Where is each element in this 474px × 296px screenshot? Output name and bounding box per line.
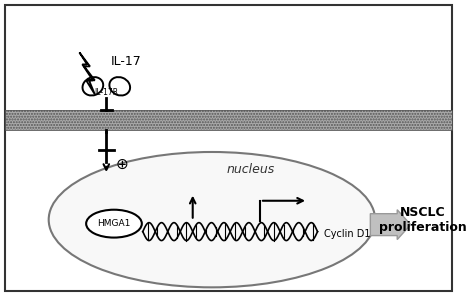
Text: ⊕: ⊕ — [116, 157, 128, 172]
Bar — [5, 110, 452, 130]
Ellipse shape — [49, 152, 375, 287]
Ellipse shape — [82, 77, 103, 96]
Bar — [5, 110, 452, 130]
FancyArrow shape — [370, 210, 410, 239]
Text: IL-17: IL-17 — [111, 55, 142, 68]
Text: NSCLC
proliferation: NSCLC proliferation — [379, 206, 467, 234]
Text: HMGA1: HMGA1 — [97, 219, 131, 228]
Polygon shape — [80, 52, 95, 94]
Text: Cyclin D1: Cyclin D1 — [324, 229, 371, 239]
Ellipse shape — [86, 210, 142, 238]
Ellipse shape — [109, 77, 130, 96]
Text: nucleus: nucleus — [226, 163, 274, 176]
Text: IL-17R: IL-17R — [94, 88, 118, 97]
